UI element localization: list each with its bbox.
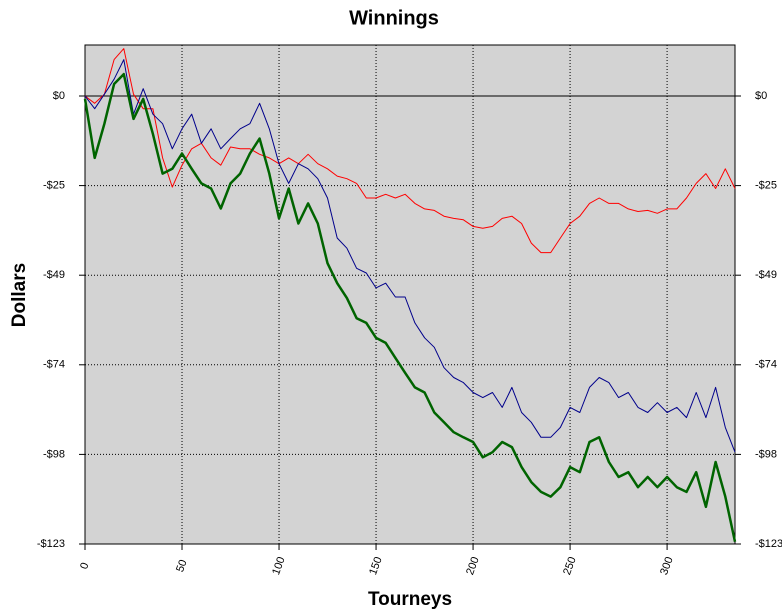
- x-tick-label: 50: [174, 558, 189, 574]
- x-tick-label: 150: [367, 555, 385, 576]
- y-tick-label: -$98: [43, 448, 65, 460]
- y2-tick-label: -$123: [755, 538, 782, 550]
- series-line: [84, 48, 736, 254]
- chart-title: Winnings: [349, 7, 439, 29]
- y2-tick-label: -$49: [755, 269, 777, 281]
- y-tick-label: -$25: [43, 180, 65, 192]
- x-tick-label: 300: [658, 555, 676, 576]
- y2-tick-label: -$74: [755, 359, 777, 371]
- x-tick-label: 250: [561, 555, 579, 576]
- plot-area: [85, 45, 735, 544]
- y-tick-label: -$74: [43, 359, 65, 371]
- y2-tick-label: $0: [755, 90, 767, 102]
- y-axis-title: Dollars: [9, 263, 30, 327]
- series-line: [84, 59, 736, 453]
- x-axis-title: Tourneys: [368, 589, 452, 610]
- x-tick-label: 100: [270, 555, 288, 576]
- series-line: [83, 72, 737, 543]
- y2-tick-label: -$25: [755, 180, 777, 192]
- y-tick-label: -$49: [43, 269, 65, 281]
- y2-tick-label: -$98: [755, 448, 777, 460]
- x-tick-label: 0: [78, 561, 91, 571]
- y-tick-label: $0: [53, 90, 65, 102]
- y-tick-label: -$123: [37, 538, 65, 550]
- plot-frame: [84, 44, 736, 545]
- x-tick-label: 200: [464, 555, 482, 576]
